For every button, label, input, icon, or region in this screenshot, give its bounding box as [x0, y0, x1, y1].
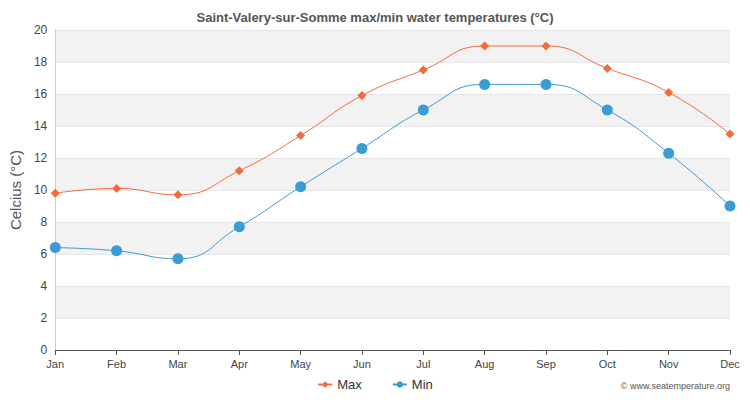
svg-text:2: 2	[41, 311, 48, 325]
svg-text:Aug: Aug	[475, 358, 495, 370]
svg-text:Sep: Sep	[536, 358, 556, 370]
svg-text:Nov: Nov	[659, 358, 679, 370]
svg-text:10: 10	[34, 183, 48, 197]
svg-text:14: 14	[34, 119, 48, 133]
svg-text:Jan: Jan	[46, 358, 64, 370]
svg-text:4: 4	[41, 279, 48, 293]
svg-text:12: 12	[34, 151, 48, 165]
svg-text:6: 6	[41, 247, 48, 261]
svg-text:20: 20	[34, 23, 48, 37]
svg-text:Jun: Jun	[353, 358, 371, 370]
svg-text:© www.seatemperature.org: © www.seatemperature.org	[621, 381, 730, 391]
svg-text:Apr: Apr	[231, 358, 248, 370]
svg-text:Min: Min	[412, 377, 433, 392]
svg-text:Dec: Dec	[720, 358, 740, 370]
svg-text:Max: Max	[337, 377, 362, 392]
svg-text:Oct: Oct	[599, 358, 616, 370]
svg-text:8: 8	[41, 215, 48, 229]
svg-text:Saint-Valery-sur-Somme max/min: Saint-Valery-sur-Somme max/min water tem…	[196, 10, 553, 25]
svg-text:Mar: Mar	[168, 358, 187, 370]
svg-text:Celcius (°C): Celcius (°C)	[7, 150, 24, 230]
svg-text:18: 18	[34, 55, 48, 69]
svg-text:Jul: Jul	[416, 358, 430, 370]
svg-text:May: May	[290, 358, 311, 370]
svg-text:Feb: Feb	[107, 358, 126, 370]
svg-text:16: 16	[34, 87, 48, 101]
svg-text:0: 0	[41, 343, 48, 357]
